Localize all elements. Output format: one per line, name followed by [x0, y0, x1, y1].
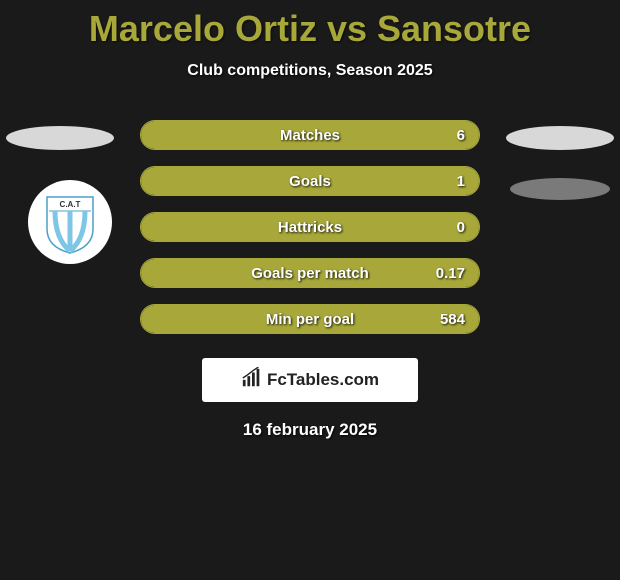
stat-label: Min per goal — [266, 311, 354, 328]
stat-bar: Goals 1 — [140, 166, 480, 196]
branding-text: FcTables.com — [267, 370, 379, 390]
page-subtitle: Club competitions, Season 2025 — [0, 62, 620, 80]
stat-value: 584 — [440, 311, 465, 328]
stat-value: 0 — [457, 219, 465, 236]
stat-value: 0.17 — [436, 265, 465, 282]
stat-label: Hattricks — [278, 219, 342, 236]
stat-label: Goals per match — [251, 265, 369, 282]
stat-bar: Min per goal 584 — [140, 304, 480, 334]
stats-container: Matches 6 Goals 1 Hattricks 0 Goals per match 0… — [0, 120, 620, 334]
branding-box: FcTables.com — [202, 358, 418, 402]
date-text: 16 february 2025 — [0, 420, 620, 440]
page-title: Marcelo Ortiz vs Sansotre — [0, 0, 620, 50]
chart-icon — [241, 367, 263, 394]
stat-row: Hattricks 0 — [140, 212, 480, 242]
stat-row: Goals per match 0.17 — [140, 258, 480, 288]
stat-value: 6 — [457, 127, 465, 144]
stat-label: Goals — [289, 173, 331, 190]
stat-row: Goals 1 — [140, 166, 480, 196]
stat-value: 1 — [457, 173, 465, 190]
stat-bar: Goals per match 0.17 — [140, 258, 480, 288]
stat-label: Matches — [280, 127, 340, 144]
stat-bar: Matches 6 — [140, 120, 480, 150]
stat-row: Min per goal 584 — [140, 304, 480, 334]
stat-bar: Hattricks 0 — [140, 212, 480, 242]
stat-row: Matches 6 — [140, 120, 480, 150]
